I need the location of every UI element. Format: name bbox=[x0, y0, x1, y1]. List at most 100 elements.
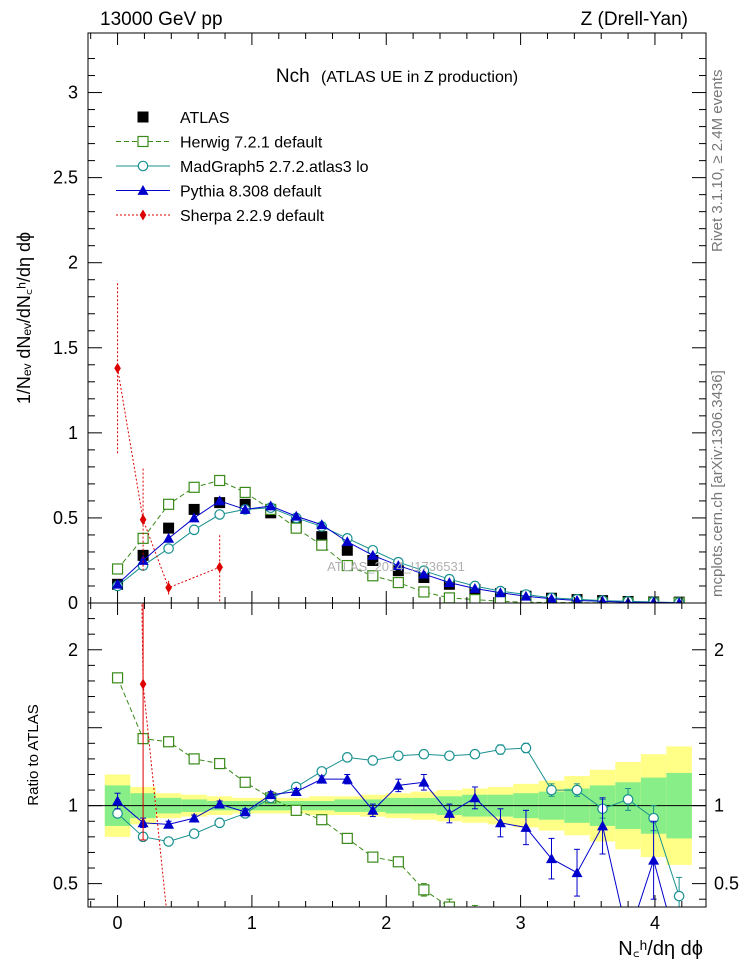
data-point bbox=[469, 593, 481, 603]
data-point bbox=[546, 593, 557, 603]
x-axis-label: N꜀ʰ/dη dϕ bbox=[618, 938, 703, 960]
ratio-point bbox=[444, 750, 455, 762]
ratio-point bbox=[546, 853, 557, 864]
ratio-point bbox=[547, 919, 557, 929]
ratio-point bbox=[239, 776, 251, 788]
data-point bbox=[341, 559, 353, 572]
ratio-point bbox=[443, 807, 455, 818]
ratio-point bbox=[418, 776, 430, 787]
ratio-series-3 bbox=[112, 773, 683, 907]
y-tick-label: 0 bbox=[68, 593, 78, 613]
ratio-point bbox=[163, 818, 175, 829]
data-point bbox=[214, 495, 226, 506]
data-point bbox=[418, 586, 430, 598]
data-point bbox=[367, 554, 379, 566]
data-point bbox=[216, 561, 223, 573]
legend-marker bbox=[137, 185, 149, 195]
ratio-frame bbox=[87, 602, 707, 908]
legend-label: Herwig 7.2.1 default bbox=[180, 135, 323, 152]
series-1 bbox=[111, 474, 685, 603]
data-point bbox=[494, 587, 506, 598]
x-tick-label: 2 bbox=[381, 913, 391, 933]
data-point bbox=[316, 539, 328, 551]
y-tick-label: 2 bbox=[68, 253, 78, 273]
series-0 bbox=[112, 497, 685, 603]
ratio-point bbox=[367, 851, 379, 863]
ratio-point bbox=[214, 817, 225, 829]
ratio-point bbox=[214, 798, 226, 809]
series-2 bbox=[112, 502, 685, 603]
data-point bbox=[163, 498, 175, 510]
x-tick-label: 1 bbox=[247, 913, 257, 933]
ratio-ylabel: Ratio to ATLAS bbox=[25, 704, 42, 805]
data-point bbox=[163, 543, 174, 554]
ratio-panel: 0 1 2 3 4 0.5 0.5 1 1 2 2 Ratio to ATLAS bbox=[25, 602, 739, 936]
data-point bbox=[341, 544, 353, 556]
ratio-point bbox=[673, 890, 685, 902]
ratio-point bbox=[188, 828, 200, 840]
ratio-point bbox=[239, 806, 251, 817]
ratio-point bbox=[165, 925, 172, 936]
data-point bbox=[214, 509, 225, 520]
legend: ATLAS Herwig 7.2.1 default MadGraph5 2.7.2… bbox=[116, 110, 369, 225]
ratio-point bbox=[597, 820, 609, 831]
side-label-rivet: Rivet 3.1.10, ≥ 2.4M events bbox=[709, 70, 726, 253]
ratio-series-4 bbox=[139, 603, 172, 936]
legend-label: Pythia 8.308 default bbox=[180, 184, 322, 201]
ratio-point bbox=[290, 786, 302, 797]
y-tick-label: 2.5 bbox=[53, 168, 78, 188]
data-point bbox=[188, 481, 200, 493]
y-tick-label: 1.5 bbox=[53, 338, 78, 358]
ratio-point bbox=[111, 672, 124, 684]
data-point bbox=[188, 512, 200, 523]
header-process: Z (Drell-Yan) bbox=[581, 9, 688, 30]
data-point bbox=[112, 578, 124, 589]
series-line bbox=[117, 507, 680, 603]
data-point bbox=[290, 522, 302, 534]
ratio-y-tick-label: 1 bbox=[68, 796, 78, 816]
ratio-point bbox=[290, 804, 302, 816]
data-point bbox=[392, 565, 404, 577]
data-point bbox=[188, 524, 200, 536]
data-point bbox=[188, 503, 200, 515]
ratio-point bbox=[367, 804, 379, 815]
ratio-point bbox=[163, 736, 175, 748]
data-point bbox=[165, 582, 172, 594]
ratio-point bbox=[341, 832, 353, 845]
ratio-point bbox=[163, 836, 174, 847]
legend-marker bbox=[137, 135, 149, 148]
ratio-point bbox=[443, 901, 455, 907]
data-point bbox=[265, 500, 277, 511]
ratio-point bbox=[572, 922, 582, 932]
data-point bbox=[316, 519, 328, 530]
ratio-point bbox=[392, 856, 404, 868]
data-point bbox=[316, 531, 328, 543]
ratio-y-tick-label: 1 bbox=[714, 796, 724, 816]
data-point bbox=[520, 590, 532, 601]
ratio-point bbox=[418, 884, 430, 896]
legend-marker bbox=[137, 160, 149, 172]
series-line bbox=[117, 368, 220, 589]
ratio-point bbox=[188, 812, 200, 823]
data-point bbox=[111, 563, 124, 575]
data-point bbox=[367, 549, 379, 560]
y-tick-label: 1 bbox=[68, 423, 78, 443]
y-tick-label: 0.5 bbox=[53, 508, 78, 528]
ratio-point bbox=[393, 750, 404, 762]
ratio-point bbox=[469, 792, 481, 803]
data-point bbox=[598, 595, 607, 603]
main-title: Nch (ATLAS UE in Z production) bbox=[276, 66, 518, 87]
ratio-point bbox=[188, 753, 200, 765]
data-point bbox=[214, 474, 226, 487]
ratio-point bbox=[648, 854, 660, 865]
ratio-point bbox=[316, 773, 328, 784]
data-point bbox=[443, 592, 455, 603]
ratio-point bbox=[214, 757, 226, 770]
ratio-point bbox=[495, 744, 506, 755]
data-point bbox=[239, 503, 251, 514]
ratio-point bbox=[367, 755, 379, 766]
main-title-main: Nch bbox=[276, 66, 310, 87]
watermark: ATLAS_2014_I1736531 bbox=[327, 559, 465, 574]
data-point bbox=[290, 510, 302, 521]
ratio-point bbox=[520, 821, 532, 832]
